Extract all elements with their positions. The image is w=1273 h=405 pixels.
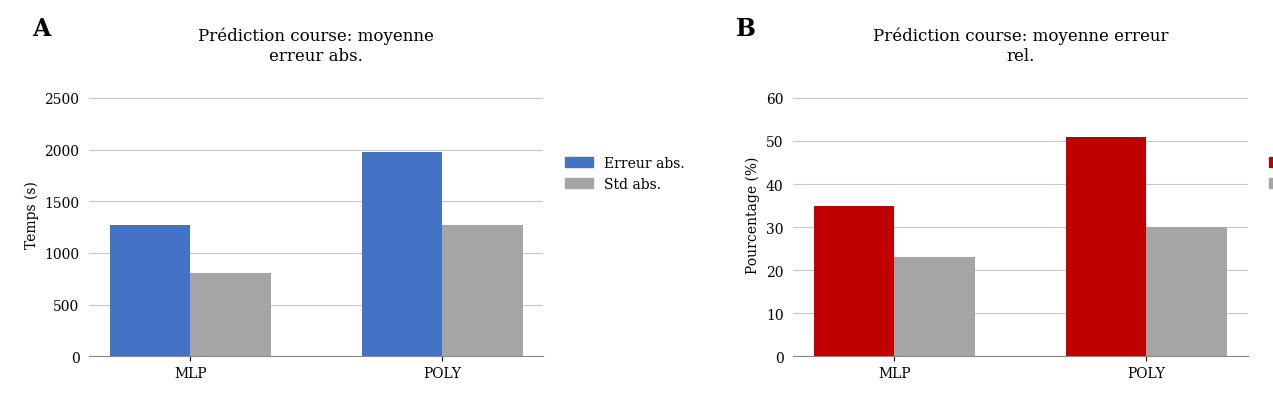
Bar: [191, 273, 271, 356]
Bar: [895, 258, 975, 356]
Legend: Erreur rel., Std rel.: Erreur rel., Std rel.: [1264, 151, 1273, 197]
Bar: [442, 226, 523, 356]
Bar: [109, 226, 191, 356]
Text: A: A: [32, 17, 50, 40]
Bar: [1146, 228, 1227, 356]
Y-axis label: Pourcentage (%): Pourcentage (%): [746, 156, 760, 273]
Bar: [1066, 137, 1146, 356]
Text: Prédiction course: moyenne
erreur abs.: Prédiction course: moyenne erreur abs.: [199, 28, 434, 65]
Legend: Erreur abs., Std abs.: Erreur abs., Std abs.: [559, 151, 690, 197]
Y-axis label: Temps (s): Temps (s): [24, 181, 38, 249]
Text: B: B: [736, 17, 756, 40]
Text: Prédiction course: moyenne erreur
rel.: Prédiction course: moyenne erreur rel.: [873, 28, 1169, 65]
Bar: [813, 206, 895, 356]
Bar: [362, 152, 442, 356]
